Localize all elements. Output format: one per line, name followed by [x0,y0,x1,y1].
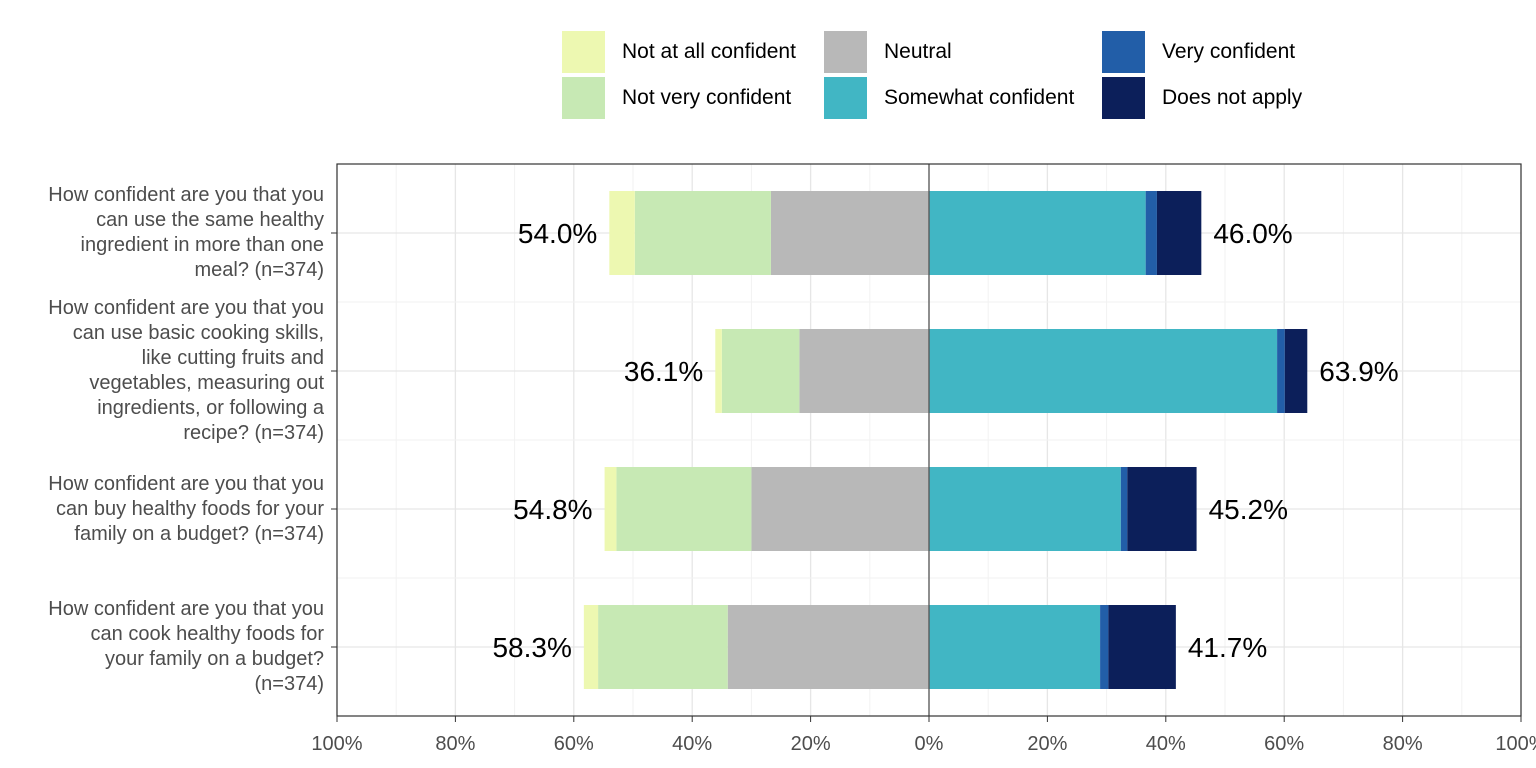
bar-segment [598,605,728,689]
bar-segment [929,191,1146,275]
total-label-right: 63.9% [1319,356,1398,387]
legend-label: Not at all confident [622,40,796,63]
category-label: How confident are you that you can use t… [48,184,324,281]
x-tick-label: 100% [1495,733,1536,755]
legend-item: Very confident [1102,30,1295,74]
total-label-left: 54.0% [518,218,597,249]
legend-swatch [1102,77,1145,119]
legend-label: Does not apply [1162,86,1303,109]
bar-segment [583,605,599,689]
x-tick-label: 80% [435,733,475,755]
bar-segment [634,191,771,275]
bar-segment [721,329,800,413]
x-tick-label: 40% [1146,733,1186,755]
bar-segment [929,467,1121,551]
legend-swatch [1102,31,1145,73]
bar-segment [715,329,722,413]
x-tick-label: 20% [1027,733,1067,755]
bar-segment [1284,329,1308,413]
x-tick-label: 20% [791,733,831,755]
legend-item: Not at all confident [562,30,796,74]
x-tick-label: 60% [1264,733,1304,755]
legend-item: Somewhat confident [824,76,1074,120]
x-tick-label: 100% [311,733,362,755]
bar-segment [770,191,929,275]
legend-swatch [824,31,867,73]
legend-item: Does not apply [1102,76,1302,120]
legend: Not at all confident Not very confident Ne… [562,30,1362,122]
bar-segment [929,329,1278,413]
bar-segment [799,329,929,413]
legend-item: Not very confident [562,76,791,120]
total-label-right: 46.0% [1213,218,1292,249]
total-label-left: 54.8% [513,494,592,525]
bar-segment [1156,191,1202,275]
bar-segment [1108,605,1176,689]
bar-segment [1145,191,1157,275]
category-label: How confident are you that you can cook … [48,598,324,695]
total-label-right: 45.2% [1209,494,1288,525]
bar-segment [616,467,752,551]
x-tick-label: 0% [915,733,944,755]
bar-segment [751,467,929,551]
x-tick-label: 60% [554,733,594,755]
legend-swatch [824,77,867,119]
legend-label: Very confident [1162,40,1296,63]
bar-segment [929,605,1101,689]
legend-swatch [562,77,605,119]
bar-segment [1120,467,1128,551]
bar-segment [1127,467,1197,551]
legend-item: Neutral [824,30,952,74]
total-label-left: 58.3% [492,632,571,663]
x-tick-label: 80% [1383,733,1423,755]
bar-segment [609,191,635,275]
legend-label: Neutral [884,40,952,63]
bar-segment [1100,605,1109,689]
legend-label: Somewhat confident [884,86,1075,109]
bar-segment [1277,329,1285,413]
total-label-right: 41.7% [1188,632,1267,663]
legend-label: Not very confident [622,86,792,109]
bar-segment [604,467,617,551]
x-tick-label: 40% [672,733,712,755]
category-label: How confident are you that you can use b… [48,297,324,444]
total-label-left: 36.1% [624,356,703,387]
legend-swatch [562,31,605,73]
category-label: How confident are you that you can buy h… [48,472,324,545]
bar-segment [727,605,929,689]
